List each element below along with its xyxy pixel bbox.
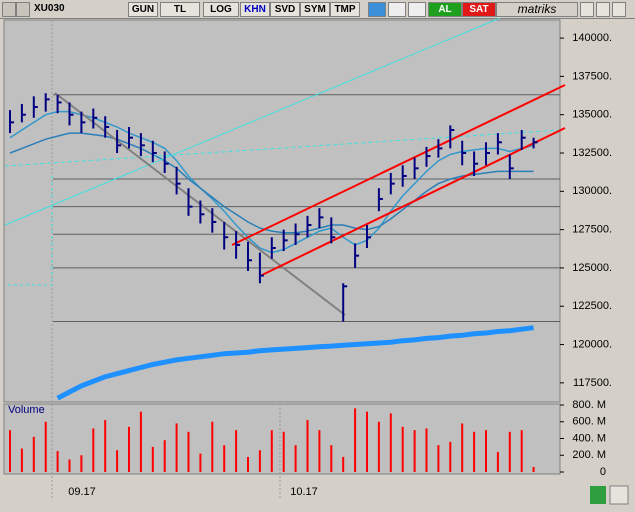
volume-bar: [163, 440, 166, 472]
volume-bar: [139, 411, 142, 472]
volume-bar: [366, 411, 368, 472]
volume-bar: [235, 430, 238, 472]
toolbar-button[interactable]: GUN: [128, 2, 158, 17]
volume-bar: [389, 413, 392, 472]
volume-bar: [330, 445, 333, 472]
volume-bar: [44, 421, 47, 472]
volume-bar: [199, 453, 202, 472]
y-tick-label: 137500.: [572, 70, 612, 82]
price-panel: [3, 19, 561, 403]
volume-bar: [508, 431, 511, 472]
y-tick-label: 117500.: [573, 377, 612, 389]
buy-button[interactable]: AL: [428, 2, 462, 17]
toolbar-button[interactable]: LOG: [203, 2, 239, 17]
volume-bar: [294, 445, 297, 472]
volume-bar: [532, 466, 535, 472]
volume-bar: [116, 450, 119, 472]
volume-bar: [520, 430, 523, 472]
volume-bar: [151, 446, 154, 472]
lock-icon[interactable]: [408, 2, 426, 17]
y-tick-label: 0: [600, 466, 606, 478]
minimize[interactable]: [580, 2, 594, 17]
maximize[interactable]: [596, 2, 610, 17]
volume-bar: [128, 426, 130, 472]
volume-bar: [9, 430, 11, 472]
y-tick-label: 122500.: [572, 300, 612, 312]
volume-bar: [473, 431, 476, 472]
y-tick-label: 125000.: [572, 262, 612, 274]
volume-bar: [413, 430, 416, 472]
volume-bar: [187, 431, 190, 472]
volume-bar: [377, 421, 380, 472]
volume-bar: [68, 459, 71, 472]
trend-line: [4, 129, 561, 167]
volume-bar: [270, 430, 273, 472]
chart: 140000. 137500. 135000. 132500. 130000. 12750…: [3, 18, 629, 505]
volume-bar: [425, 428, 428, 472]
trend-line: [5, 176, 53, 286]
settings-icon[interactable]: [609, 485, 629, 505]
toolbar-button[interactable]: SYM: [300, 2, 330, 17]
volume-bar: [211, 421, 214, 472]
close[interactable]: [612, 2, 626, 17]
volume-bar: [56, 451, 59, 472]
refresh-icon[interactable]: [590, 486, 606, 504]
volume-bar: [175, 423, 178, 472]
volume-panel: [3, 403, 561, 475]
volume-bar: [282, 431, 285, 472]
volume-bar: [354, 408, 357, 472]
toolbar: XU030 GUN TL LOG KHN SVD SYM TMP AL SAT matrik…: [0, 0, 635, 19]
toolbar-button[interactable]: TL: [160, 2, 200, 17]
volume-bar: [247, 456, 249, 472]
trend-line: [4, 18, 501, 226]
volume-bar: [223, 445, 226, 472]
y-tick-label: 127500.: [572, 224, 612, 236]
x-tick-label: 09.17: [68, 486, 96, 498]
toolbar-button[interactable]: SVD: [270, 2, 300, 17]
volume-bar: [401, 426, 404, 472]
x-tick-label: 10.17: [290, 486, 318, 498]
volume-bar: [449, 441, 452, 472]
volume-bar: [496, 451, 499, 472]
sell-button[interactable]: SAT: [462, 2, 496, 17]
volume-bar: [80, 455, 83, 472]
toolbar-button[interactable]: TMP: [330, 2, 360, 17]
brand: matriks: [496, 2, 578, 17]
y-tick-label: 120000.: [572, 338, 612, 350]
volume-bar: [32, 436, 35, 472]
moving-average: [56, 325, 534, 401]
y-tick-label: 135000.: [572, 109, 612, 121]
symbol[interactable]: XU030: [34, 3, 65, 14]
y-tick-label: 200. M: [572, 449, 606, 461]
volume-bar: [437, 445, 440, 472]
y-tick-label: 800. M: [572, 399, 606, 411]
channel-line: [231, 84, 566, 246]
volume-bar: [306, 420, 309, 472]
edit-icon[interactable]: [388, 2, 406, 17]
twitter-icon[interactable]: [368, 2, 386, 17]
channel-line: [261, 127, 566, 276]
volume-bar: [342, 456, 345, 472]
volume-bar: [92, 428, 95, 472]
toolbar-button[interactable]: KHN: [240, 2, 270, 17]
y-tick-label: 400. M: [572, 432, 606, 444]
y-tick-label: 600. M: [572, 416, 606, 428]
menu-icon[interactable]: [16, 2, 30, 17]
volume-bar: [258, 450, 261, 472]
volume-bar: [461, 423, 464, 472]
panel-title: Volume: [8, 404, 45, 416]
volume-bar: [318, 430, 321, 472]
volume-bar: [104, 420, 107, 472]
y-tick-label: 140000.: [572, 32, 612, 44]
y-tick-label: 132500.: [572, 147, 612, 159]
moving-average: [9, 132, 534, 234]
volume-bar: [20, 448, 23, 472]
y-tick-label: 130000.: [572, 185, 612, 197]
volume-bar: [485, 430, 487, 472]
menu-icon[interactable]: [2, 2, 16, 17]
